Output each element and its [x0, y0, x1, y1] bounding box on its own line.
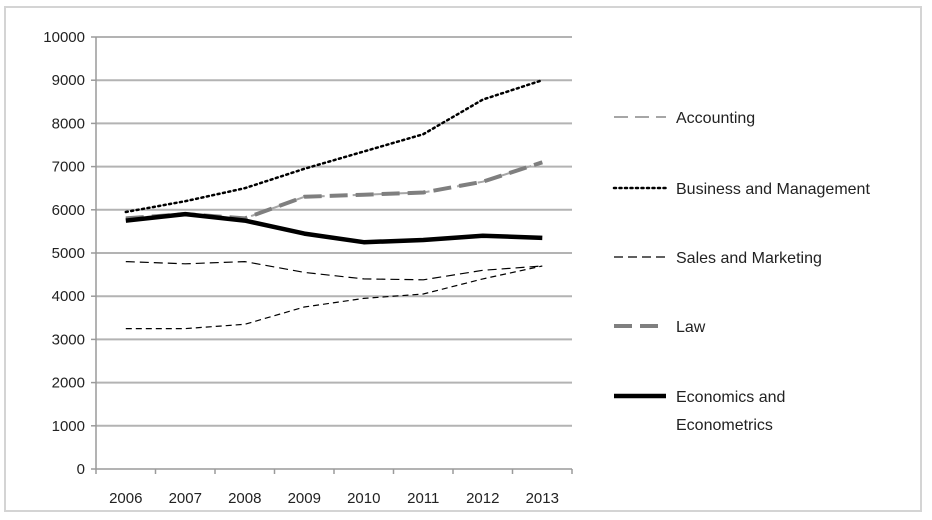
x-tick-label: 2011	[407, 490, 439, 507]
series-lines	[124, 78, 544, 330]
chart-frame	[4, 6, 922, 512]
x-tick-label: 2008	[228, 490, 261, 507]
y-tick-label: 4000	[52, 288, 85, 305]
x-tick-label: 2013	[526, 490, 559, 507]
series-line-unlabeled	[125, 265, 543, 330]
legend-item: Sales and Marketing	[614, 250, 822, 267]
legend-label: Law	[676, 319, 706, 336]
series-line-business-and-management	[124, 78, 544, 214]
y-tick-label: 10000	[43, 29, 85, 46]
x-axis-tick-labels: 2006 2007 2008 2009 2010 2011 2012 2013	[109, 490, 559, 507]
x-tick-label: 2012	[466, 490, 499, 507]
legend-label: Business and Management	[676, 181, 870, 198]
y-tick-label: 2000	[52, 375, 85, 392]
y-tick-label: 5000	[52, 245, 85, 262]
y-axis-tick-labels: 0 1000 2000 3000 4000 5000 6000 7000 8000 9000 100…	[43, 29, 85, 478]
gridlines	[96, 36, 572, 427]
axes	[91, 36, 573, 474]
legend-item: Accounting	[614, 110, 755, 127]
legend: Accounting Business and Management Sales a…	[612, 110, 870, 434]
legend-item: Business and Management	[612, 181, 870, 198]
y-tick-label: 1000	[52, 418, 85, 435]
legend-label: Economics and	[676, 389, 785, 406]
legend-label: Econometrics	[676, 417, 773, 434]
y-tick-label: 3000	[52, 331, 85, 348]
y-tick-label: 6000	[52, 202, 85, 219]
x-tick-label: 2010	[347, 490, 380, 507]
y-tick-label: 8000	[52, 115, 85, 132]
legend-label: Accounting	[676, 110, 755, 127]
y-tick-label: 7000	[52, 159, 85, 176]
legend-item: Economics and Econometrics	[614, 389, 785, 434]
x-tick-label: 2006	[109, 490, 142, 507]
x-tick-label: 2009	[288, 490, 321, 507]
x-tick-label: 2007	[169, 490, 202, 507]
legend-item: Law	[614, 319, 706, 336]
legend-label: Sales and Marketing	[676, 250, 822, 267]
y-tick-label: 0	[77, 461, 85, 478]
series-line-sales-and-marketing	[125, 261, 543, 281]
y-tick-label: 9000	[52, 72, 85, 89]
series-line-economics-and-econometrics	[125, 211, 543, 245]
